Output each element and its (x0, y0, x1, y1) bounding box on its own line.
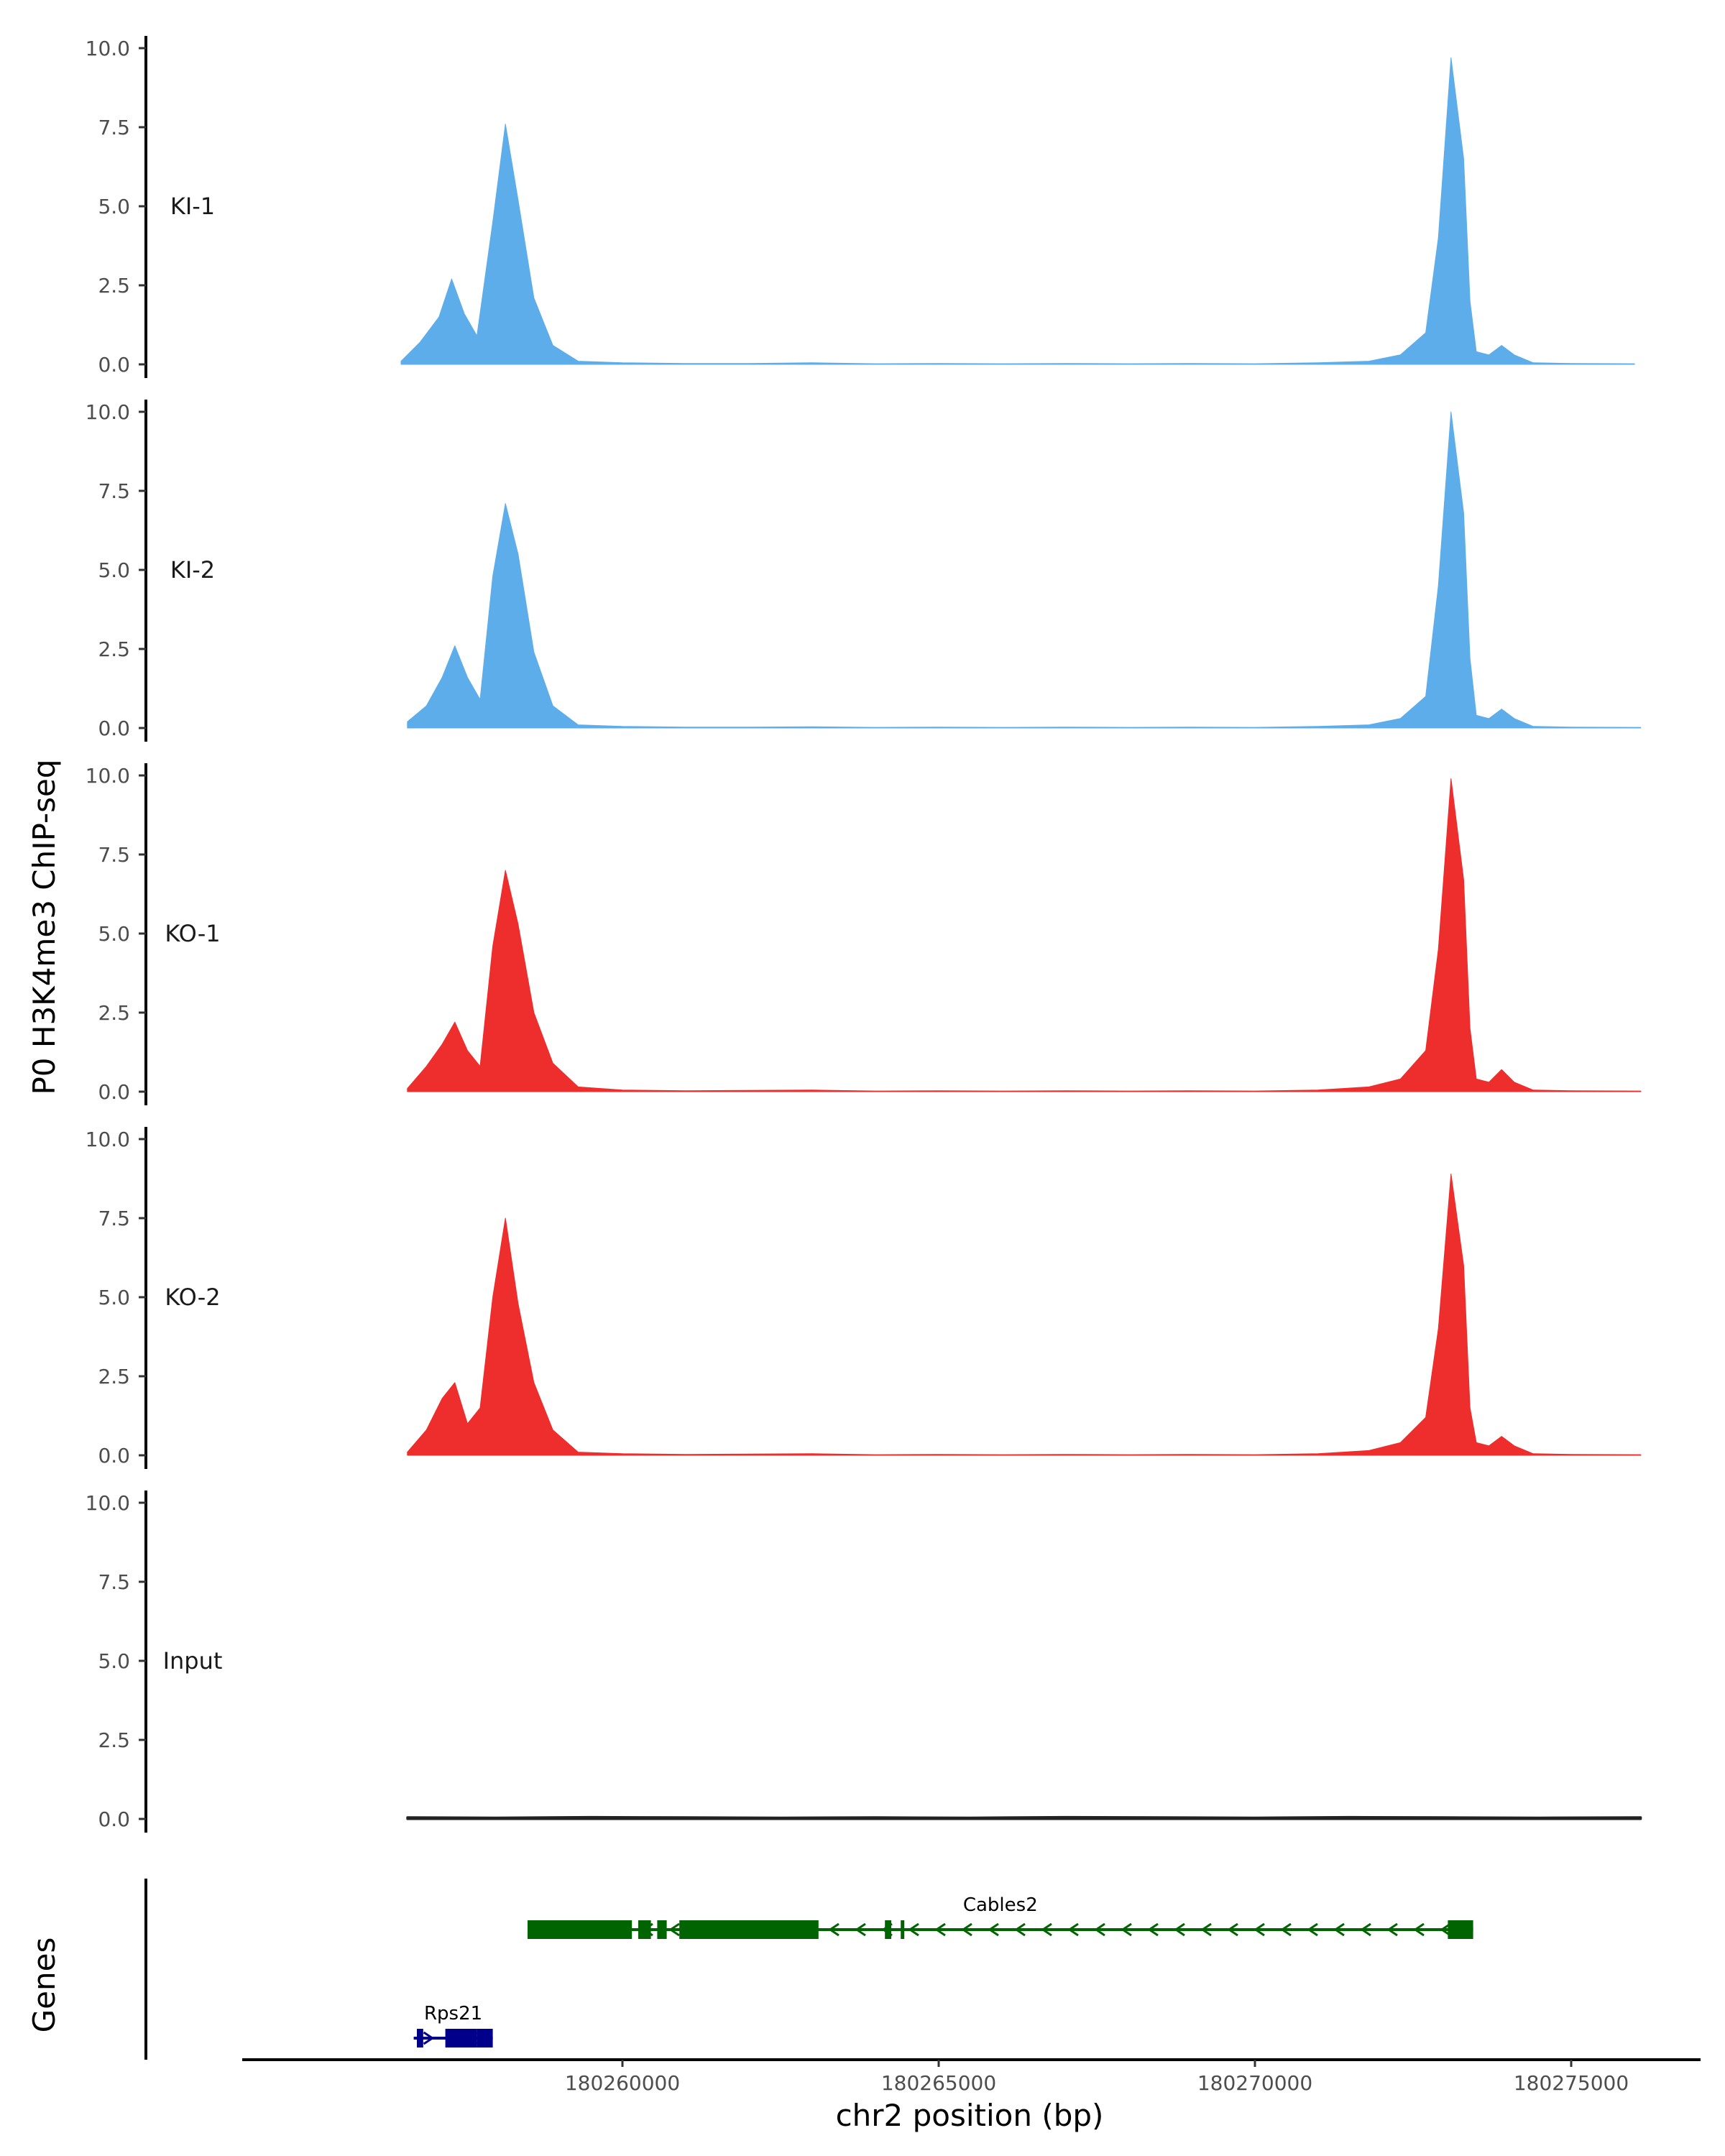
gene-exon (657, 1920, 667, 1939)
strand-arrow (908, 1922, 919, 1937)
y-tick-label: 7.5 (98, 116, 130, 139)
strand-arrow (423, 2031, 435, 2045)
x-tick-label: 180260000 (565, 2071, 680, 2095)
track-label: Input (163, 1647, 223, 1674)
signal-area (407, 1173, 1642, 1456)
gene-exon (480, 2029, 493, 2047)
strand-arrow (1440, 1922, 1451, 1937)
gene-exon (445, 2029, 477, 2047)
y-tick-label: 0.0 (98, 1080, 130, 1104)
y-tick-label: 2.5 (98, 1365, 130, 1388)
y-tick-label: 10.0 (86, 1128, 130, 1151)
x-axis-title: chr2 position (bp) (836, 2098, 1104, 2133)
y-tick-label: 0.0 (98, 717, 130, 740)
strand-arrow (1254, 1922, 1265, 1937)
y-axis-title: P0 H3K4me3 ChIP-seq (27, 759, 62, 1095)
strand-arrow (1333, 1922, 1345, 1937)
y-tick-label: 2.5 (98, 274, 130, 298)
strand-arrow (1280, 1922, 1292, 1937)
gene-cables2: Cables2 (528, 1894, 1473, 1939)
y-tick-label: 5.0 (98, 558, 130, 582)
genes-axis-title: Genes (27, 1938, 62, 2033)
y-tick-label: 5.0 (98, 1286, 130, 1309)
strand-arrow (1147, 1922, 1159, 1937)
strand-arrow (1386, 1922, 1398, 1937)
track-label: KI-2 (170, 556, 215, 584)
track-ko-2: 0.0 2.5 5.0 7.5 10.0 KO-2 (86, 1127, 1642, 1469)
strand-arrow (934, 1922, 946, 1937)
gene-label: Rps21 (424, 2003, 482, 2024)
y-tick-label: 7.5 (98, 479, 130, 503)
y-tick-label: 10.0 (86, 764, 130, 788)
gene-exon (528, 1920, 632, 1939)
track-input: 0.0 2.5 5.0 7.5 10.0 Input (86, 1491, 1642, 1833)
strand-arrow (668, 1922, 680, 1937)
strand-arrow (988, 1922, 999, 1937)
strand-arrow (1094, 1922, 1105, 1937)
x-tick-label: 180270000 (1197, 2071, 1312, 2095)
track-label: KO-1 (165, 920, 220, 947)
y-tick-label: 10.0 (86, 1491, 130, 1515)
y-tick-label: 5.0 (98, 1649, 130, 1673)
gene-exon (885, 1920, 891, 1939)
track-label: KI-1 (170, 193, 215, 220)
y-tick-label: 7.5 (98, 1570, 130, 1594)
gene-exon (417, 2029, 423, 2047)
track-ki-1: 0.0 2.5 5.0 7.5 10.0 KI-1 (86, 36, 1635, 378)
signal-area (406, 1815, 1642, 1820)
y-tick-label: 10.0 (86, 400, 130, 424)
y-tick-label: 7.5 (98, 1207, 130, 1230)
y-tick-label: 5.0 (98, 922, 130, 946)
strand-arrow (1174, 1922, 1185, 1937)
y-tick-label: 7.5 (98, 843, 130, 867)
strand-arrow (1307, 1922, 1318, 1937)
track-ki-2: 0.0 2.5 5.0 7.5 10.0 KI-2 (86, 400, 1642, 742)
gene-exon (679, 1920, 819, 1939)
x-tick-label: 180265000 (881, 2071, 996, 2095)
track-label: KO-2 (165, 1284, 220, 1311)
gene-rps21: Rps21 (413, 2003, 493, 2047)
strand-arrow (1067, 1922, 1079, 1937)
signal-tracks: 0.0 2.5 5.0 7.5 10.0 KI-1 0.0 2.5 5.0 7.5 10.0 KI-2… (86, 36, 1642, 1833)
strand-arrow (1041, 1922, 1052, 1937)
strand-arrow (855, 1922, 866, 1937)
strand-arrow (961, 1922, 972, 1937)
strand-arrow (1121, 1922, 1132, 1937)
signal-area (407, 411, 1642, 729)
y-tick-label: 2.5 (98, 1001, 130, 1025)
signal-area (400, 57, 1635, 365)
strand-arrow (1360, 1922, 1371, 1937)
gene-label: Cables2 (963, 1894, 1038, 1916)
track-ko-1: 0.0 2.5 5.0 7.5 10.0 KO-1 (86, 763, 1642, 1105)
strand-arrow (1413, 1922, 1425, 1937)
strand-arrow (1227, 1922, 1238, 1937)
signal-area (407, 778, 1642, 1092)
y-tick-label: 5.0 (98, 195, 130, 218)
strand-arrow (828, 1922, 840, 1937)
y-tick-label: 2.5 (98, 1728, 130, 1752)
gene-exon (1448, 1920, 1473, 1939)
y-tick-label: 0.0 (98, 353, 130, 377)
gene-exon (638, 1920, 651, 1939)
strand-arrow (1200, 1922, 1212, 1937)
y-tick-label: 10.0 (86, 37, 130, 60)
strand-arrow (1014, 1922, 1026, 1937)
y-tick-label: 0.0 (98, 1807, 130, 1831)
x-tick-label: 180275000 (1514, 2071, 1629, 2095)
y-tick-label: 2.5 (98, 637, 130, 661)
gene-annotation-panel: 180260000 180265000 180270000 180275000 Cabl… (144, 1879, 1701, 2095)
y-tick-label: 0.0 (98, 1444, 130, 1468)
gene-exon (901, 1920, 905, 1939)
